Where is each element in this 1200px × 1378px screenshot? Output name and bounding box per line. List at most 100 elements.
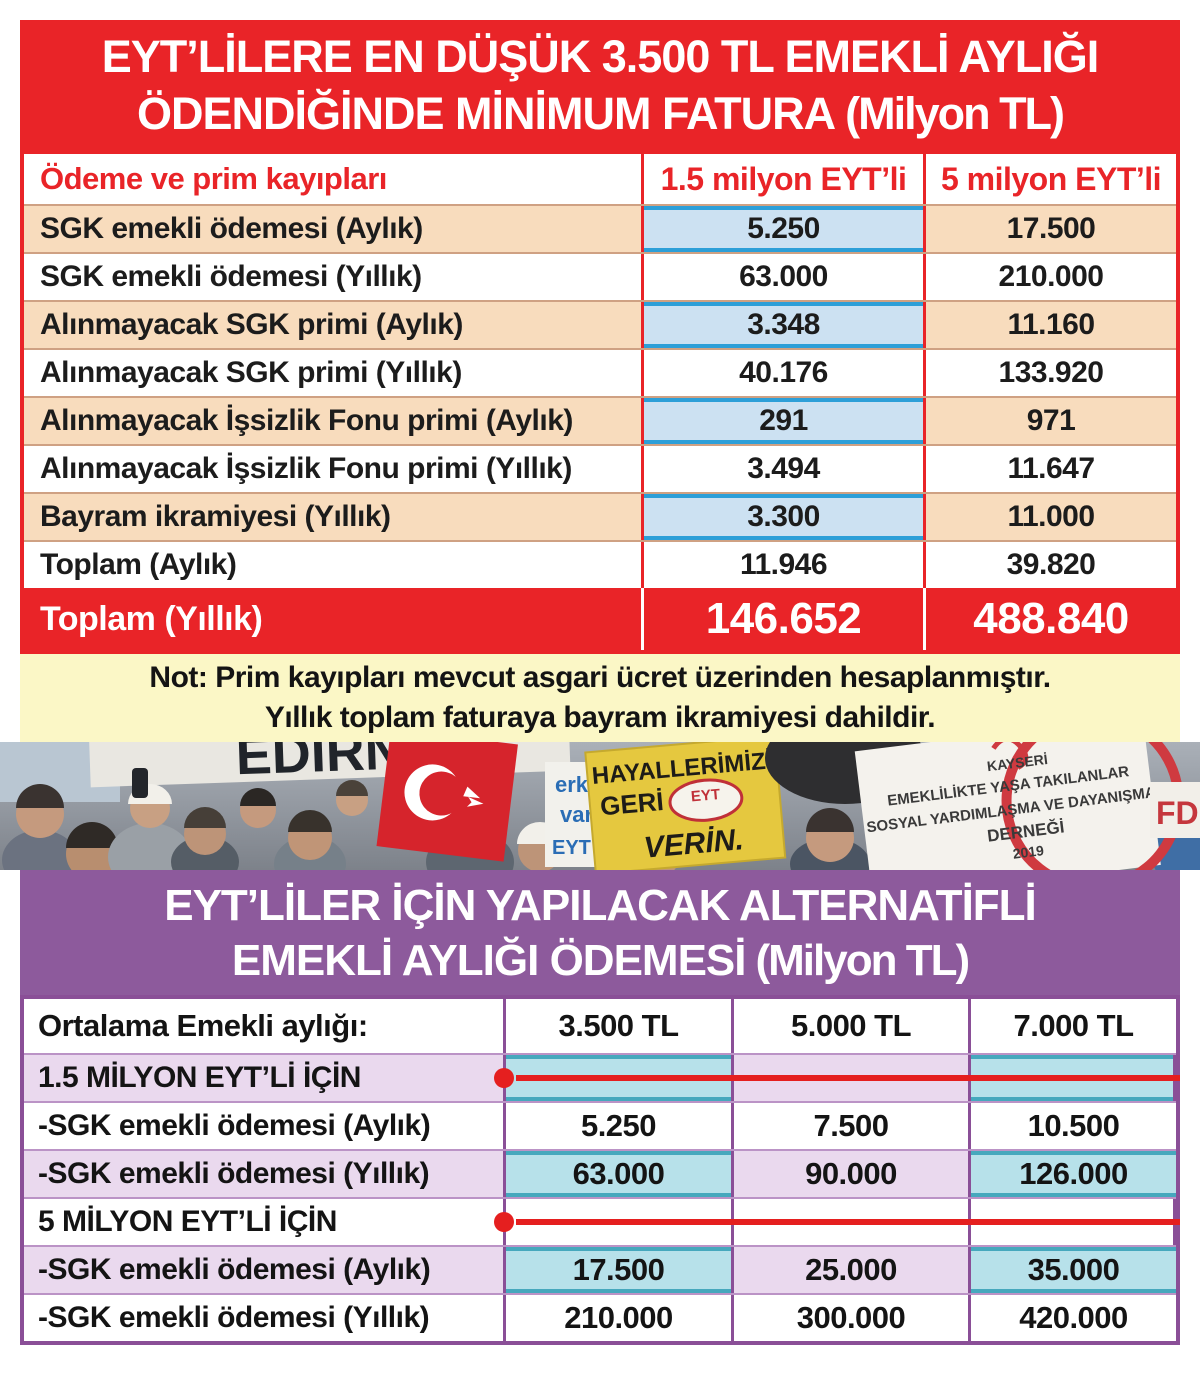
turkish-flag [376, 728, 518, 862]
note-box: Not: Prim kayıpları mevcut asgari ücret … [20, 654, 1180, 742]
table2-header-5000: 5.000 TL [734, 999, 971, 1053]
cell-value: 210.000 [998, 260, 1104, 293]
eyt-oval-logo [668, 778, 744, 822]
total-label: Toplam (Yıllık) [24, 588, 644, 650]
cell-value: 63.000 [644, 254, 926, 300]
table1-header-1-5-million: 1.5 milyon EYT’li [644, 154, 926, 204]
cell-value: 63.000 [506, 1151, 734, 1197]
top-title-line2: ÖDENDİĞİNDE MİNİMUM FATURA (Milyon TL) [136, 88, 1065, 139]
note-line1: Not: Prim kayıpları mevcut asgari ücret … [149, 661, 1051, 694]
cell-value: 7.500 [734, 1103, 971, 1149]
yellow-sign-line2: GERİ [599, 786, 665, 821]
cell-value: 971 [1026, 404, 1076, 437]
section-title: 1.5 MİLYON EYT’Lİ İÇİN [24, 1055, 506, 1101]
cell-value: 11.946 [644, 542, 926, 588]
row-label: SGK emekli ödemesi (Yıllık) [24, 254, 644, 300]
blue-sign-line2: var [560, 802, 593, 827]
cell-value: 291 [644, 398, 926, 444]
cell-value: 5.250 [644, 206, 926, 252]
cell-value: 3.300 [644, 494, 926, 540]
top-title-unit: (Milyon TL) [845, 88, 1065, 139]
cell-value: 11.647 [1007, 452, 1095, 485]
cell-value: 90.000 [734, 1151, 971, 1197]
row-label: Alınmayacak SGK primi (Yıllık) [24, 350, 644, 396]
note-line2: Yıllık toplam faturaya bayram ikramiyesi… [264, 701, 936, 734]
table-row: -SGK emekli ödemesi (Aylık) 5.250 7.500 … [24, 1101, 1176, 1149]
section-row-1-5-million: 1.5 MİLYON EYT’Lİ İÇİN [24, 1053, 1180, 1101]
row-label: Toplam (Aylık) [24, 542, 644, 588]
protest-photo-graphic: EDİRN EYT [0, 709, 1200, 901]
row-label: Alınmayacak İşsizlik Fonu primi (Aylık) [24, 398, 644, 444]
cell-value: 39.820 [1006, 548, 1096, 581]
table-row: Alınmayacak SGK primi (Yıllık) 40.176 13… [24, 348, 1176, 396]
section-row-5-million: 5 MİLYON EYT’Lİ İÇİN [24, 1197, 1180, 1245]
table2-header-3500: 3.500 TL [506, 999, 734, 1053]
row-label: -SGK emekli ödemesi (Yıllık) [24, 1151, 506, 1197]
cell-value: 3.494 [644, 446, 926, 492]
table1-header-row: Ödeme ve prim kayıpları 1.5 milyon EYT’l… [24, 154, 1176, 204]
table-row: SGK emekli ödemesi (Yıllık) 63.000 210.0… [24, 252, 1176, 300]
association-banner: KAYSERİ EMEKLİLİKTE YAŞA TAKILANLAR SOSY… [854, 709, 1184, 901]
cell-value: 25.000 [734, 1247, 971, 1293]
red-dot [494, 1068, 514, 1088]
table2-header-7000: 7.000 TL [1013, 1008, 1134, 1043]
cell-value: 5.250 [506, 1103, 734, 1149]
red-pointer-line [516, 1219, 1180, 1225]
table1-header-payments: Ödeme ve prim kayıpları [24, 154, 644, 204]
protest-photo: EDİRN EYT [0, 709, 1200, 901]
eyt-oval-logo-text: EYT [690, 786, 721, 805]
alt-title-unit: (Milyon TL) [755, 935, 971, 985]
total-value-5-million: 488.840 [973, 594, 1129, 643]
cell-value: 420.000 [1019, 1300, 1128, 1335]
table-row: -SGK emekli ödemesi (Aylık) 17.500 25.00… [24, 1245, 1176, 1293]
top-title-line1: EYT’LİLERE EN DÜŞÜK 3.500 TL EMEKLİ AYLI… [101, 31, 1100, 82]
cell-value: 10.500 [1027, 1108, 1120, 1143]
banner-right-line5: 2019 [1012, 842, 1045, 862]
cell-value: 300.000 [734, 1295, 971, 1341]
flag-star [463, 786, 484, 807]
table1-header-5-million: 5 milyon EYT’li [940, 160, 1162, 197]
row-label: -SGK emekli ödemesi (Aylık) [24, 1103, 506, 1149]
cell-value: 11.160 [1007, 308, 1095, 341]
banner-right-line1: KAYSERİ [986, 751, 1048, 774]
cell-value: 17.500 [506, 1247, 734, 1293]
cell-value: 126.000 [971, 1151, 1176, 1197]
table2-header-row: Ortalama Emekli aylığı: 3.500 TL 5.000 T… [24, 999, 1176, 1053]
table-row: SGK emekli ödemesi (Aylık) 5.250 17.500 [24, 204, 1176, 252]
row-label: SGK emekli ödemesi (Aylık) [24, 206, 644, 252]
row-label: Alınmayacak İşsizlik Fonu primi (Yıllık) [24, 446, 644, 492]
yellow-protest-sign: HAYALLERİMİZİ GERİ EYT VERİN. [584, 734, 787, 876]
right-edge-letters: FD [1156, 795, 1199, 831]
row-label: Alınmayacak SGK primi (Aylık) [24, 302, 644, 348]
row-label: Bayram ikramiyesi (Yıllık) [24, 494, 644, 540]
cell-value: 133.920 [998, 356, 1104, 389]
table-row: Toplam (Aylık) 11.946 39.820 [24, 540, 1176, 588]
section-title: 5 MİLYON EYT’Lİ İÇİN [24, 1199, 506, 1245]
minimum-cost-table: Ödeme ve prim kayıpları 1.5 milyon EYT’l… [20, 150, 1180, 654]
top-left-banner-text: EDİRN [235, 742, 405, 786]
total-row: Toplam (Yıllık) 146.652 488.840 [24, 588, 1176, 650]
table-row: Alınmayacak SGK primi (Aylık) 3.348 11.1… [24, 300, 1176, 348]
table-row: Alınmayacak İşsizlik Fonu primi (Aylık) … [24, 396, 1176, 444]
top-title-banner: EYT’LİLERE EN DÜŞÜK 3.500 TL EMEKLİ AYLI… [20, 20, 1180, 150]
cell-value: 40.176 [644, 350, 926, 396]
table2-header-average: Ortalama Emekli aylığı: [24, 999, 506, 1053]
table-row: -SGK emekli ödemesi (Yıllık) 63.000 90.0… [24, 1149, 1176, 1197]
row-label: -SGK emekli ödemesi (Yıllık) [24, 1295, 506, 1341]
row-label: -SGK emekli ödemesi (Aylık) [24, 1247, 506, 1293]
alt-title-line2: EMEKLİ AYLIĞI ÖDEMESİ (Milyon TL) [231, 935, 971, 985]
cell-value: 35.000 [971, 1247, 1176, 1293]
total-value-1-5-million: 146.652 [644, 588, 926, 650]
table-row: Bayram ikramiyesi (Yıllık) 3.300 11.000 [24, 492, 1176, 540]
cell-value: 11.000 [1007, 500, 1095, 533]
alt-title-line1: EYT’LİLER İÇİN YAPILACAK ALTERNATİFLİ [164, 880, 1037, 930]
table-row: Alınmayacak İşsizlik Fonu primi (Yıllık)… [24, 444, 1176, 492]
alternative-title-banner: EYT’LİLER İÇİN YAPILACAK ALTERNATİFLİ EM… [20, 870, 1180, 995]
cell-value: 3.348 [644, 302, 926, 348]
red-dot [494, 1212, 514, 1232]
raised-phone [132, 768, 148, 798]
alternative-payment-table: Ortalama Emekli aylığı: 3.500 TL 5.000 T… [20, 995, 1180, 1345]
red-pointer-line [516, 1075, 1180, 1081]
cell-value: 210.000 [506, 1295, 734, 1341]
table-row: -SGK emekli ödemesi (Yıllık) 210.000 300… [24, 1293, 1176, 1341]
